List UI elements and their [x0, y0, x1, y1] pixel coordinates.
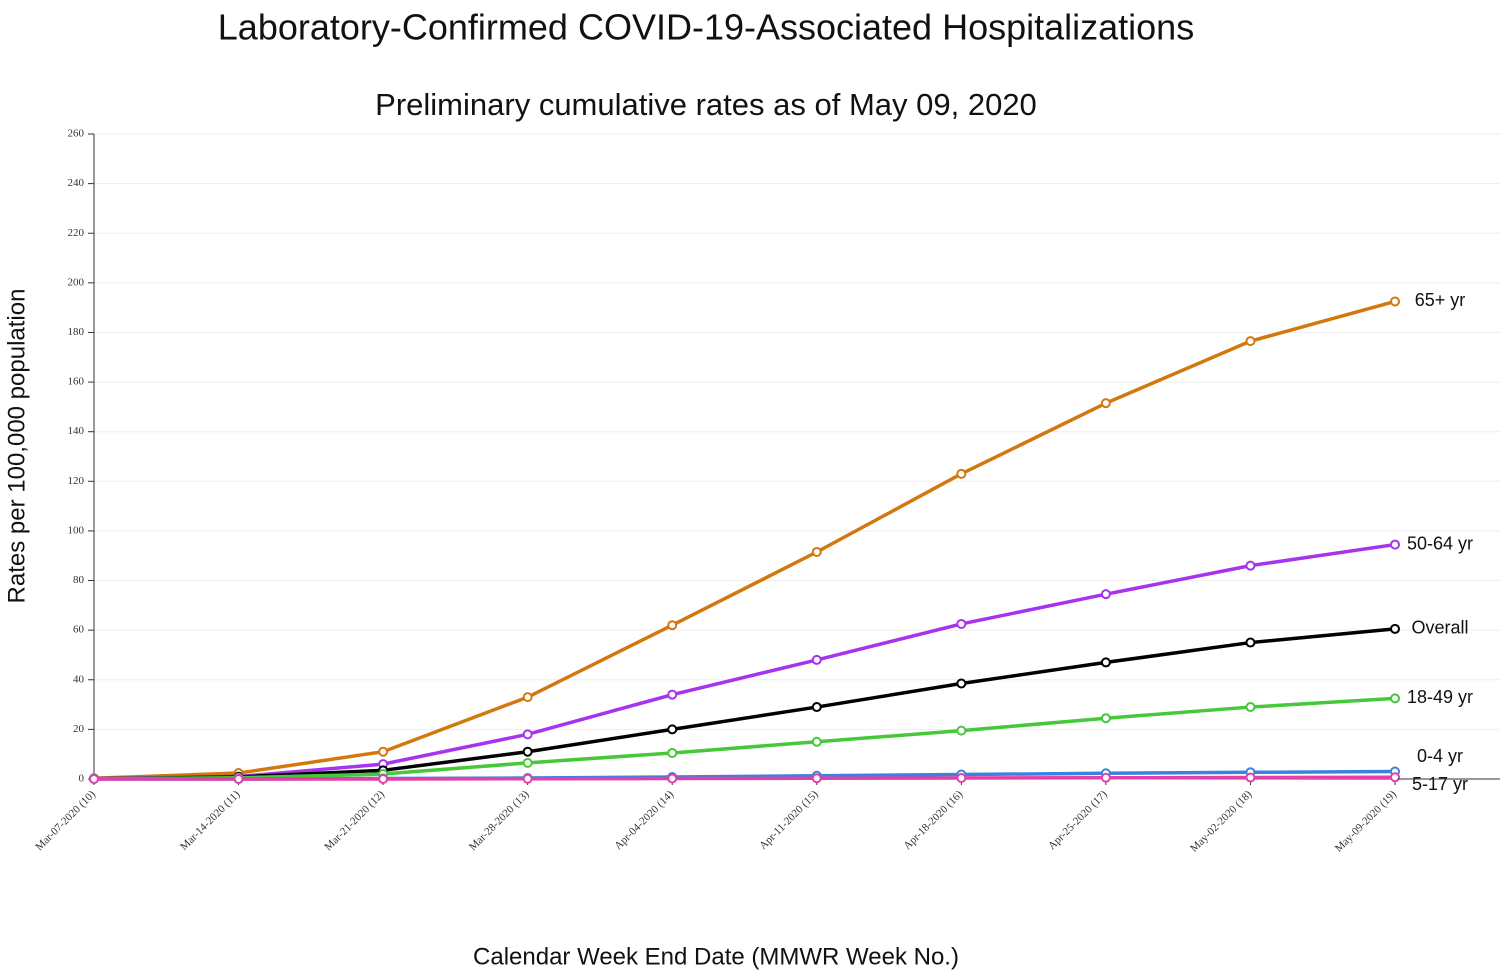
data-point	[1390, 296, 1400, 307]
data-point	[522, 773, 533, 784]
x-tick-label: Mar-28-2020 (13)	[467, 788, 532, 853]
data-point	[1100, 589, 1111, 600]
data-point	[811, 773, 822, 784]
series-label: 5-17 yr	[1412, 774, 1468, 794]
y-tick-label: 120	[68, 475, 85, 487]
x-tick-label: Apr-18-2020 (16)	[901, 788, 965, 852]
y-tick-label: 60	[73, 624, 85, 636]
data-point	[1100, 657, 1111, 668]
data-point	[1245, 560, 1256, 571]
data-point	[956, 678, 967, 689]
data-point	[1100, 398, 1111, 409]
series-label: Overall	[1411, 618, 1468, 638]
data-point	[522, 692, 533, 703]
series-line	[93, 627, 1396, 781]
data-point	[667, 773, 678, 784]
data-point	[1390, 772, 1400, 783]
data-point	[1245, 336, 1256, 347]
data-point	[667, 620, 678, 631]
data-point	[811, 736, 822, 747]
series-label: 50-64 yr	[1407, 533, 1473, 553]
data-point	[522, 729, 533, 740]
data-point	[811, 702, 822, 713]
data-point	[811, 654, 822, 665]
data-point	[522, 746, 533, 757]
data-point	[667, 747, 678, 758]
x-tick-label: Mar-07-2020 (10)	[33, 788, 98, 853]
data-point	[956, 725, 967, 736]
data-point	[1100, 713, 1111, 724]
data-point	[378, 746, 389, 757]
chart-subtitle: Preliminary cumulative rates as of May 0…	[375, 87, 1037, 122]
data-point	[233, 774, 244, 784]
series-label: 18-49 yr	[1407, 687, 1473, 707]
data-point	[956, 618, 967, 629]
x-tick-label: Apr-11-2020 (15)	[757, 788, 821, 852]
y-tick-label: 40	[73, 673, 85, 685]
x-tick-label: May-02-2020 (18)	[1188, 788, 1254, 854]
series-line	[93, 299, 1396, 781]
y-tick-label: 160	[68, 376, 85, 388]
data-point	[1390, 693, 1400, 704]
y-tick-label: 180	[68, 326, 85, 338]
x-axis-label: Calendar Week End Date (MMWR Week No.)	[473, 943, 959, 970]
data-point	[378, 774, 389, 784]
y-tick-label: 260	[68, 128, 85, 140]
y-axis-label: Rates per 100,000 population	[3, 289, 30, 604]
data-point	[811, 547, 822, 558]
y-tick-label: 240	[68, 177, 85, 189]
y-tick-label: 140	[68, 425, 85, 437]
y-tick-label: 100	[68, 524, 85, 536]
data-point	[1245, 702, 1256, 713]
data-point	[1245, 772, 1256, 783]
series-label: 65+ yr	[1415, 290, 1466, 310]
data-point	[667, 689, 678, 700]
data-point	[522, 757, 533, 768]
series-label: 0-4 yr	[1417, 746, 1463, 766]
y-tick-label: 0	[79, 773, 85, 785]
data-point	[956, 773, 967, 784]
data-point	[1245, 637, 1256, 648]
data-point	[89, 774, 99, 784]
data-point	[1100, 772, 1111, 783]
series-line	[94, 775, 1396, 781]
y-tick-label: 80	[73, 574, 85, 586]
data-point	[956, 468, 967, 479]
data-point	[667, 724, 678, 735]
x-tick-label: Apr-04-2020 (14)	[612, 788, 676, 852]
chart-title: Laboratory-Confirmed COVID-19-Associated…	[218, 7, 1194, 48]
x-tick-label: Mar-14-2020 (11)	[178, 788, 243, 853]
data-point	[1390, 623, 1400, 634]
x-tick-label: May-09-2020 (19)	[1333, 788, 1399, 854]
y-tick-label: 200	[68, 276, 85, 288]
data-point	[1390, 539, 1400, 550]
x-tick-label: Mar-21-2020 (12)	[322, 788, 387, 853]
series-line	[93, 696, 1396, 781]
series-line	[93, 542, 1396, 781]
x-tick-label: Apr-25-2020 (17)	[1046, 788, 1110, 852]
y-tick-label: 220	[68, 227, 85, 239]
y-tick-label: 20	[73, 723, 85, 735]
